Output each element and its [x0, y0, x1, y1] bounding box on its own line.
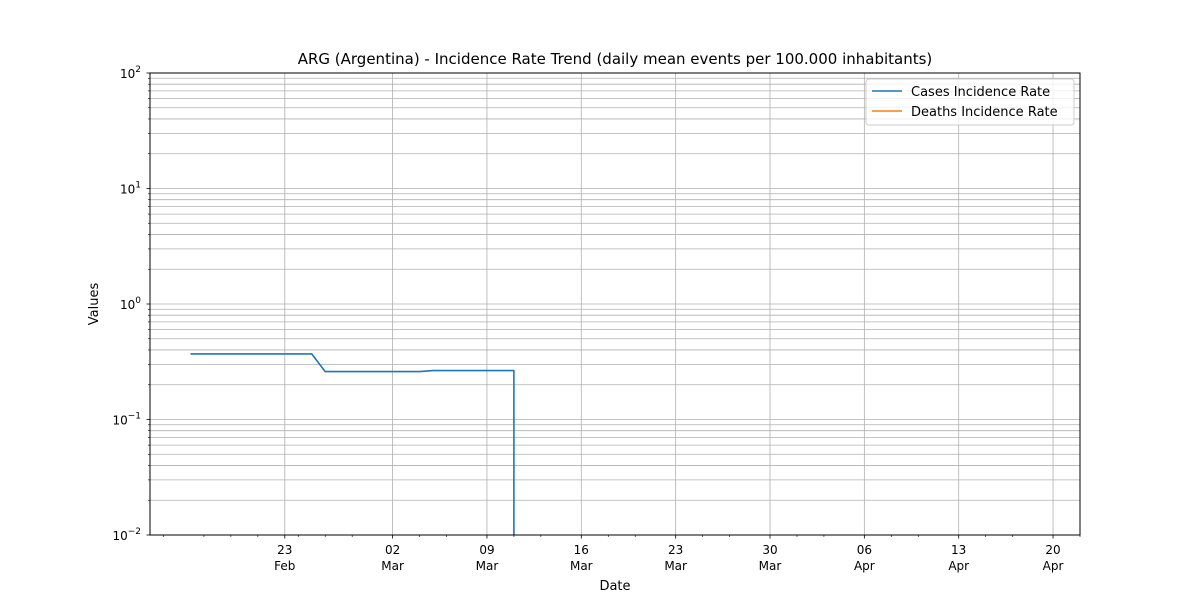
legend-label-deaths: Deaths Incidence Rate: [911, 105, 1058, 120]
chart-title: ARG (Argentina) - Incidence Rate Trend (…: [298, 50, 933, 68]
x-tick-label-day: 06: [857, 543, 872, 557]
series-line-cases: [190, 353, 515, 535]
x-tick-label-day: 23: [277, 543, 292, 557]
x-tick-label-day: 20: [1045, 543, 1060, 557]
x-tick-label-day: 23: [668, 543, 683, 557]
x-axis-label: Date: [599, 579, 630, 594]
x-tick-label-day: 09: [479, 543, 494, 557]
x-tick-label-month: Mar: [664, 559, 687, 573]
x-tick-label-month: Feb: [274, 559, 295, 573]
axis-ticks: [146, 72, 1081, 539]
legend-label-cases: Cases Incidence Rate: [911, 85, 1050, 100]
x-tick-label-month: Mar: [476, 559, 499, 573]
legend-box: [865, 78, 1075, 126]
minor-grid: [150, 77, 1080, 501]
legend: Cases Incidence Rate Deaths Incidence Ra…: [865, 78, 1075, 126]
x-tick-label-month: Apr: [948, 559, 969, 573]
x-tick-label-day: 13: [951, 543, 966, 557]
tick-labels: 10−210−110010110223Feb02Mar09Mar16Mar23M…: [112, 65, 1063, 573]
x-tick-label-month: Mar: [570, 559, 593, 573]
y-axis-label: Values: [87, 283, 102, 326]
x-tick-label-month: Mar: [381, 559, 404, 573]
x-tick-label-month: Mar: [759, 559, 782, 573]
x-tick-label-day: 30: [762, 543, 777, 557]
x-tick-label-day: 02: [385, 543, 400, 557]
x-tick-label-month: Apr: [1043, 559, 1064, 573]
x-tick-label-month: Apr: [854, 559, 875, 573]
x-tick-label-day: 16: [574, 543, 589, 557]
series-layer: [190, 353, 515, 535]
